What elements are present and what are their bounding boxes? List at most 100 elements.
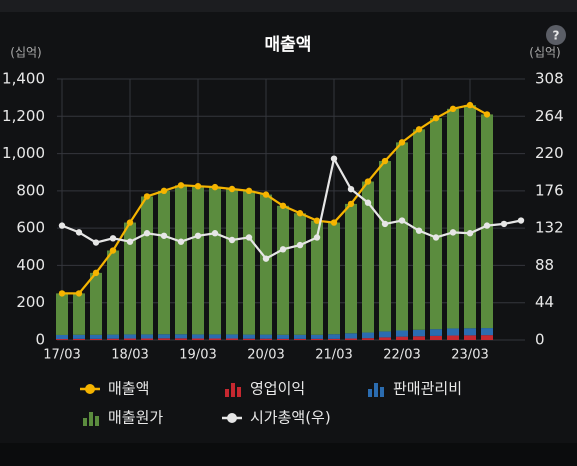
line-point xyxy=(449,229,457,236)
y2-tick-label: 0 xyxy=(535,331,545,349)
y-tick-label: 200 xyxy=(16,293,45,311)
line-point xyxy=(381,220,389,228)
legend-bar xyxy=(231,383,235,397)
legend-bar xyxy=(83,418,87,426)
top-bar xyxy=(0,0,577,12)
line-point xyxy=(75,229,83,236)
x-tick-label: 21/03 xyxy=(315,348,352,363)
bar xyxy=(260,338,272,340)
line-point xyxy=(398,139,406,146)
bar xyxy=(481,114,493,329)
bar xyxy=(464,328,476,336)
y2-tick-label: 176 xyxy=(535,181,564,199)
y-tick-label: 1,000 xyxy=(2,144,45,162)
y2-tick-label: 220 xyxy=(535,144,564,162)
line-point xyxy=(143,230,151,237)
bar xyxy=(141,334,153,339)
line-point xyxy=(347,200,355,208)
bar xyxy=(277,205,289,335)
bar xyxy=(413,336,425,340)
y-tick-label: 1,200 xyxy=(2,107,45,125)
bar xyxy=(294,338,306,340)
bar xyxy=(243,334,255,339)
bar xyxy=(141,338,153,340)
bar xyxy=(192,186,204,335)
line-point xyxy=(177,238,185,245)
bar xyxy=(73,334,85,339)
bar xyxy=(90,272,102,335)
line-point xyxy=(466,230,474,237)
line-point xyxy=(483,111,491,118)
bar xyxy=(226,338,238,340)
bar xyxy=(192,338,204,340)
bar xyxy=(175,334,187,339)
chart-title: 매출액 xyxy=(265,35,312,55)
line-point xyxy=(415,227,423,234)
line-point xyxy=(58,222,66,229)
line-point xyxy=(245,234,253,241)
line-point xyxy=(347,185,355,193)
line-point xyxy=(381,157,389,165)
legend-bar xyxy=(374,383,378,397)
legend-item: 시가총액(우) xyxy=(222,409,331,427)
line xyxy=(61,155,522,261)
bar xyxy=(226,334,238,339)
bar xyxy=(362,181,374,333)
y-tick-label: 0 xyxy=(35,331,45,349)
bar xyxy=(158,338,170,340)
x-tick-label: 20/03 xyxy=(247,348,284,363)
bar xyxy=(430,329,442,336)
line-point xyxy=(211,230,219,237)
bar xyxy=(396,330,408,337)
bar xyxy=(294,213,306,335)
y-tick-label: 1,400 xyxy=(2,70,45,88)
line-point xyxy=(279,202,287,209)
bar xyxy=(56,334,68,340)
bar xyxy=(209,334,221,339)
bar xyxy=(277,334,289,339)
line-point xyxy=(364,178,372,185)
bar xyxy=(345,333,357,339)
bar xyxy=(175,338,187,340)
line-point xyxy=(109,247,117,254)
bar xyxy=(294,334,306,339)
line-point xyxy=(211,183,219,191)
help-circle[interactable] xyxy=(546,25,566,45)
bar xyxy=(158,334,170,339)
bar xyxy=(481,328,493,336)
y2-axis-label: (십억) xyxy=(529,46,560,60)
bar xyxy=(124,334,136,339)
x-tick-label: 22/03 xyxy=(383,348,420,363)
legend-item: 영업이익 xyxy=(225,380,305,398)
legend-bar xyxy=(380,387,384,397)
x-tick-label: 17/03 xyxy=(43,348,80,363)
help-text[interactable]: ? xyxy=(553,29,560,43)
bar xyxy=(226,188,238,335)
line-point xyxy=(160,187,168,195)
bar xyxy=(447,108,459,329)
y-tick-label: 400 xyxy=(16,256,45,274)
bar xyxy=(243,190,255,335)
legend-label: 판매관리비 xyxy=(393,380,462,398)
line-point xyxy=(313,234,321,241)
legend-bar xyxy=(89,412,93,426)
bar xyxy=(379,161,391,332)
bottom-bar xyxy=(0,443,577,466)
line-point xyxy=(483,222,491,229)
bar xyxy=(107,338,119,340)
line-point xyxy=(245,187,253,195)
y2-tick-label: 264 xyxy=(535,107,564,125)
line-point xyxy=(398,217,406,224)
bar xyxy=(175,185,187,335)
bar xyxy=(90,334,102,339)
bar xyxy=(311,338,323,340)
bar xyxy=(141,196,153,335)
bar xyxy=(73,293,85,335)
bar xyxy=(107,250,119,335)
legend-label: 매출원가 xyxy=(108,409,163,427)
line-point xyxy=(194,182,202,190)
bar xyxy=(328,222,340,335)
bar xyxy=(396,336,408,340)
line-point xyxy=(432,234,440,241)
help-button[interactable]: ? xyxy=(546,25,566,45)
